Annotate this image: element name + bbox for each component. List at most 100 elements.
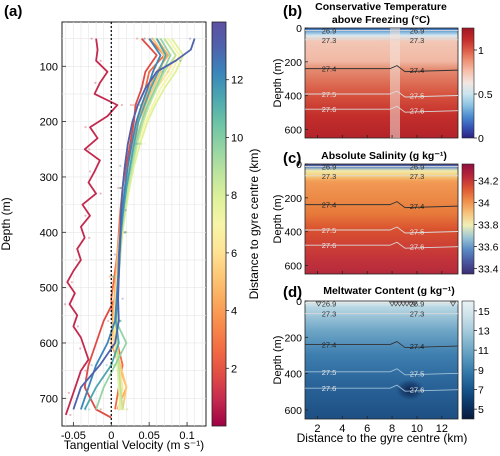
- data-point: [137, 142, 140, 145]
- colorbar-tick-label: 33.8: [478, 220, 499, 232]
- data-point: [113, 275, 116, 278]
- data-point: [99, 59, 102, 62]
- data-point: [69, 413, 72, 417]
- data-point: [107, 319, 110, 322]
- colorbar-tick-label: 8: [231, 190, 237, 202]
- y-axis-label: Depth (m): [272, 195, 284, 244]
- data-point: [110, 275, 114, 278]
- data-point: [112, 275, 115, 278]
- contour-label: 27.5: [322, 226, 337, 235]
- data-point: [119, 319, 122, 322]
- velocity-profile-line: [64, 38, 119, 416]
- temperature-colorbar-ticks: 00.51: [474, 45, 493, 145]
- contour-label: 27.5: [410, 369, 425, 378]
- data-point: [123, 231, 127, 234]
- contour-label: 27.5: [410, 228, 425, 237]
- data-point: [84, 214, 87, 217]
- panel-a-series: [63, 37, 196, 419]
- y-axis-label: Depth (m): [272, 336, 284, 385]
- contour-label: 27.5: [410, 92, 425, 101]
- contour-label: 27.5: [322, 368, 337, 377]
- y-tick-label: 400: [284, 369, 302, 381]
- data-point: [76, 325, 80, 328]
- colorbar-tick-label: 9: [478, 365, 484, 377]
- data-point: [121, 297, 124, 300]
- x-tick-label: 8: [389, 423, 395, 435]
- station-marker-icon: [396, 301, 403, 307]
- panel-c-contours: 26.9 26.927.3 27.327.4 27.427.5 27.527.6 27.6: [305, 163, 459, 252]
- temperature-colorbar: [461, 27, 475, 139]
- panel-c-label: (c): [283, 150, 301, 167]
- data-point: [135, 120, 139, 123]
- colorbar-tick-label: 15: [478, 306, 490, 318]
- panel-d-title: Meltwater Content (g kg⁻¹): [323, 285, 455, 297]
- colorbar-tick-label: 11: [478, 345, 489, 357]
- data-point: [124, 231, 127, 234]
- contour-label: 27.4: [410, 342, 425, 351]
- y-tick-label: 0: [296, 159, 302, 171]
- contour-label: 27.4: [410, 202, 425, 211]
- colorbar-tick-label: 4: [231, 306, 237, 318]
- contour-label: 27.4: [322, 201, 337, 210]
- panel-d-xlabel: Distance to the gyre centre (km): [297, 431, 468, 445]
- data-point: [126, 231, 129, 234]
- meltwater-colorbar: [461, 300, 475, 420]
- y-tick-label: 600: [284, 261, 302, 273]
- data-point: [125, 231, 128, 234]
- data-point: [99, 408, 102, 411]
- contour-label: 27.3: [322, 36, 337, 45]
- y-tick-label: 500: [40, 283, 58, 295]
- temperature-section: [304, 27, 459, 139]
- data-point: [88, 236, 91, 239]
- colorbar-tick-label: 34.2: [478, 176, 499, 188]
- panel-b-title-line1: Conservative Temperature: [315, 1, 447, 13]
- data-point: [79, 347, 82, 350]
- data-point: [63, 303, 67, 306]
- colorbar-tick-label: 0: [478, 133, 484, 145]
- colorbar-tick-label: 7: [478, 385, 484, 397]
- density-contour: [305, 201, 459, 209]
- temperature-anomaly-column: [390, 28, 400, 138]
- data-point: [120, 103, 123, 107]
- panel-b-axis: 0 200 400 600 Depth (m): [272, 23, 443, 138]
- contour-label: 26.9: [410, 27, 425, 36]
- data-point: [113, 275, 116, 278]
- x-tick-label: 4: [339, 423, 345, 435]
- contour-label: 27.4: [322, 65, 337, 74]
- data-point: [113, 253, 117, 256]
- velocity-profile-line: [80, 38, 162, 410]
- velocity-profile-line: [115, 38, 177, 410]
- station-marker-icon: [315, 301, 322, 307]
- density-contour: [305, 241, 459, 249]
- data-point: [138, 142, 142, 145]
- density-contour: [305, 65, 459, 73]
- x-tick-label: 12: [436, 423, 448, 435]
- y-tick-label: 200: [284, 57, 302, 69]
- x-tick-label: 10: [411, 423, 423, 435]
- station-marker-icon: [403, 301, 411, 307]
- panel-d-label: (d): [283, 284, 302, 301]
- y-tick-label: 300: [40, 172, 58, 184]
- colorbar-tick-label: 0.5: [478, 89, 493, 101]
- y-tick-label: 200: [284, 332, 302, 344]
- panel-b-label: (b): [283, 3, 302, 20]
- data-point: [116, 186, 120, 190]
- data-point: [188, 37, 192, 40]
- data-point: [84, 369, 87, 372]
- data-point: [123, 231, 127, 234]
- data-point: [125, 231, 128, 234]
- data-point: [119, 319, 122, 322]
- contour-label: 27.6: [410, 386, 425, 395]
- panel-c-axis: 0 200 400 600 Depth (m): [272, 159, 443, 274]
- data-point: [67, 391, 70, 394]
- contour-label: 26.9: [410, 163, 425, 172]
- station-marker-icon: [449, 301, 457, 307]
- contour-label: 27.5: [322, 90, 337, 99]
- data-point: [126, 408, 129, 411]
- y-tick-label: 600: [40, 338, 58, 350]
- contour-label: 27.3: [410, 310, 425, 319]
- colorbar-tick-label: 12: [231, 75, 243, 87]
- density-contour: [305, 105, 459, 113]
- data-point: [112, 275, 115, 278]
- y-tick-label: 400: [40, 227, 58, 239]
